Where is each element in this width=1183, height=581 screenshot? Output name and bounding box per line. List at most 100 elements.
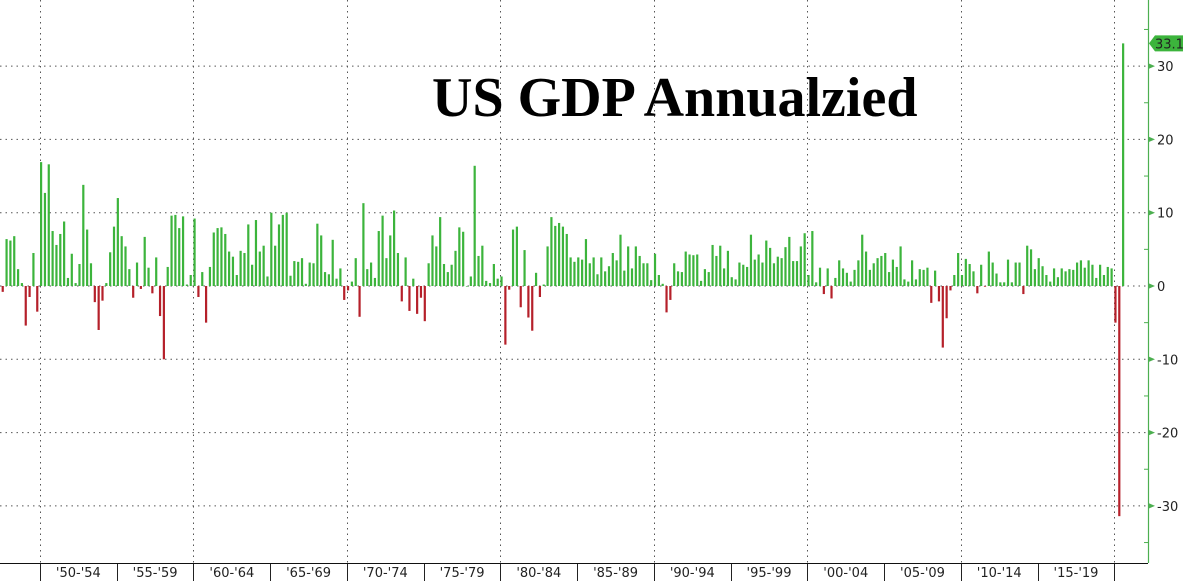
bar [435,246,438,286]
bar [742,264,745,286]
bar [926,267,929,286]
bar [251,264,254,286]
last-value-tag-shape [1149,35,1183,52]
bar [531,286,534,331]
bar [1006,259,1010,286]
bar [558,222,561,286]
bar [604,271,607,286]
bar [135,262,139,286]
bar [776,256,779,286]
bar [78,264,81,286]
bar [346,286,350,291]
bar [1068,269,1071,286]
y-tick-arrow [1148,209,1155,216]
bar [811,231,814,287]
bar [86,229,89,286]
bar [439,217,442,286]
bar [258,251,261,286]
y-tick-label: -20 [1157,427,1178,442]
bar [93,286,96,303]
bar [492,264,495,286]
bar [70,253,73,286]
bar [907,281,910,286]
x-tick-label: '75-'79 [440,566,485,581]
bar [795,261,799,286]
bar [300,258,304,286]
bar [170,215,173,286]
bar [243,253,246,286]
bar [749,234,753,286]
y-tick-arrow [1148,283,1155,289]
bar [581,259,584,286]
bar [780,258,783,286]
bar [1026,245,1029,286]
bar [327,274,330,286]
bar [1018,262,1021,286]
bar [699,280,703,286]
bar [730,277,733,286]
bar [903,279,906,286]
bar [538,286,542,297]
bar [431,235,434,286]
bar [945,286,948,319]
bar [669,286,672,300]
bar [162,286,165,360]
bar [212,232,215,286]
last-value-tag: 33.1 [1149,35,1183,52]
bar [120,236,123,286]
bar [799,246,802,286]
bar [381,215,384,286]
bar [1083,267,1086,286]
bar [1060,268,1063,286]
bar [676,271,680,286]
bar [895,266,898,286]
bar [561,226,565,286]
bar [987,251,990,286]
bar [339,268,342,286]
bar [857,260,860,287]
bar [634,246,637,286]
bar [389,235,392,286]
bar [684,251,687,286]
bar [43,192,47,286]
bar [316,223,319,286]
bar [588,263,591,286]
bar [864,251,868,286]
bar [13,236,16,286]
bar [646,263,649,286]
bar [216,228,219,286]
x-tick-label: '60-'64 [209,566,254,581]
bar [377,231,380,287]
bar [861,234,864,286]
bar [473,165,476,286]
bar [323,272,327,286]
bar [653,253,657,286]
bar [139,286,142,289]
bar [450,264,453,286]
bar [972,271,975,286]
bar [918,269,921,286]
bar [769,247,772,286]
bar [155,257,158,286]
bar [266,276,269,286]
x-tick-label: '05-'09 [900,566,945,581]
bar [922,269,925,286]
bar [189,275,192,286]
bar [983,286,987,287]
bar [960,275,964,286]
bar [408,286,411,311]
y-tick-arrow [1148,136,1155,143]
bar [1014,262,1017,286]
x-tick-label: '00-'04 [823,566,868,581]
bar [174,214,177,286]
bar [82,184,85,286]
bar [887,272,891,286]
bar [193,218,196,286]
x-tick-label: '50-'54 [56,566,101,581]
bar [262,245,265,286]
last-value-label: 33.1 [1155,37,1183,52]
bar [385,258,388,286]
bar [1122,43,1125,286]
y-tick-arrow [1148,429,1155,436]
